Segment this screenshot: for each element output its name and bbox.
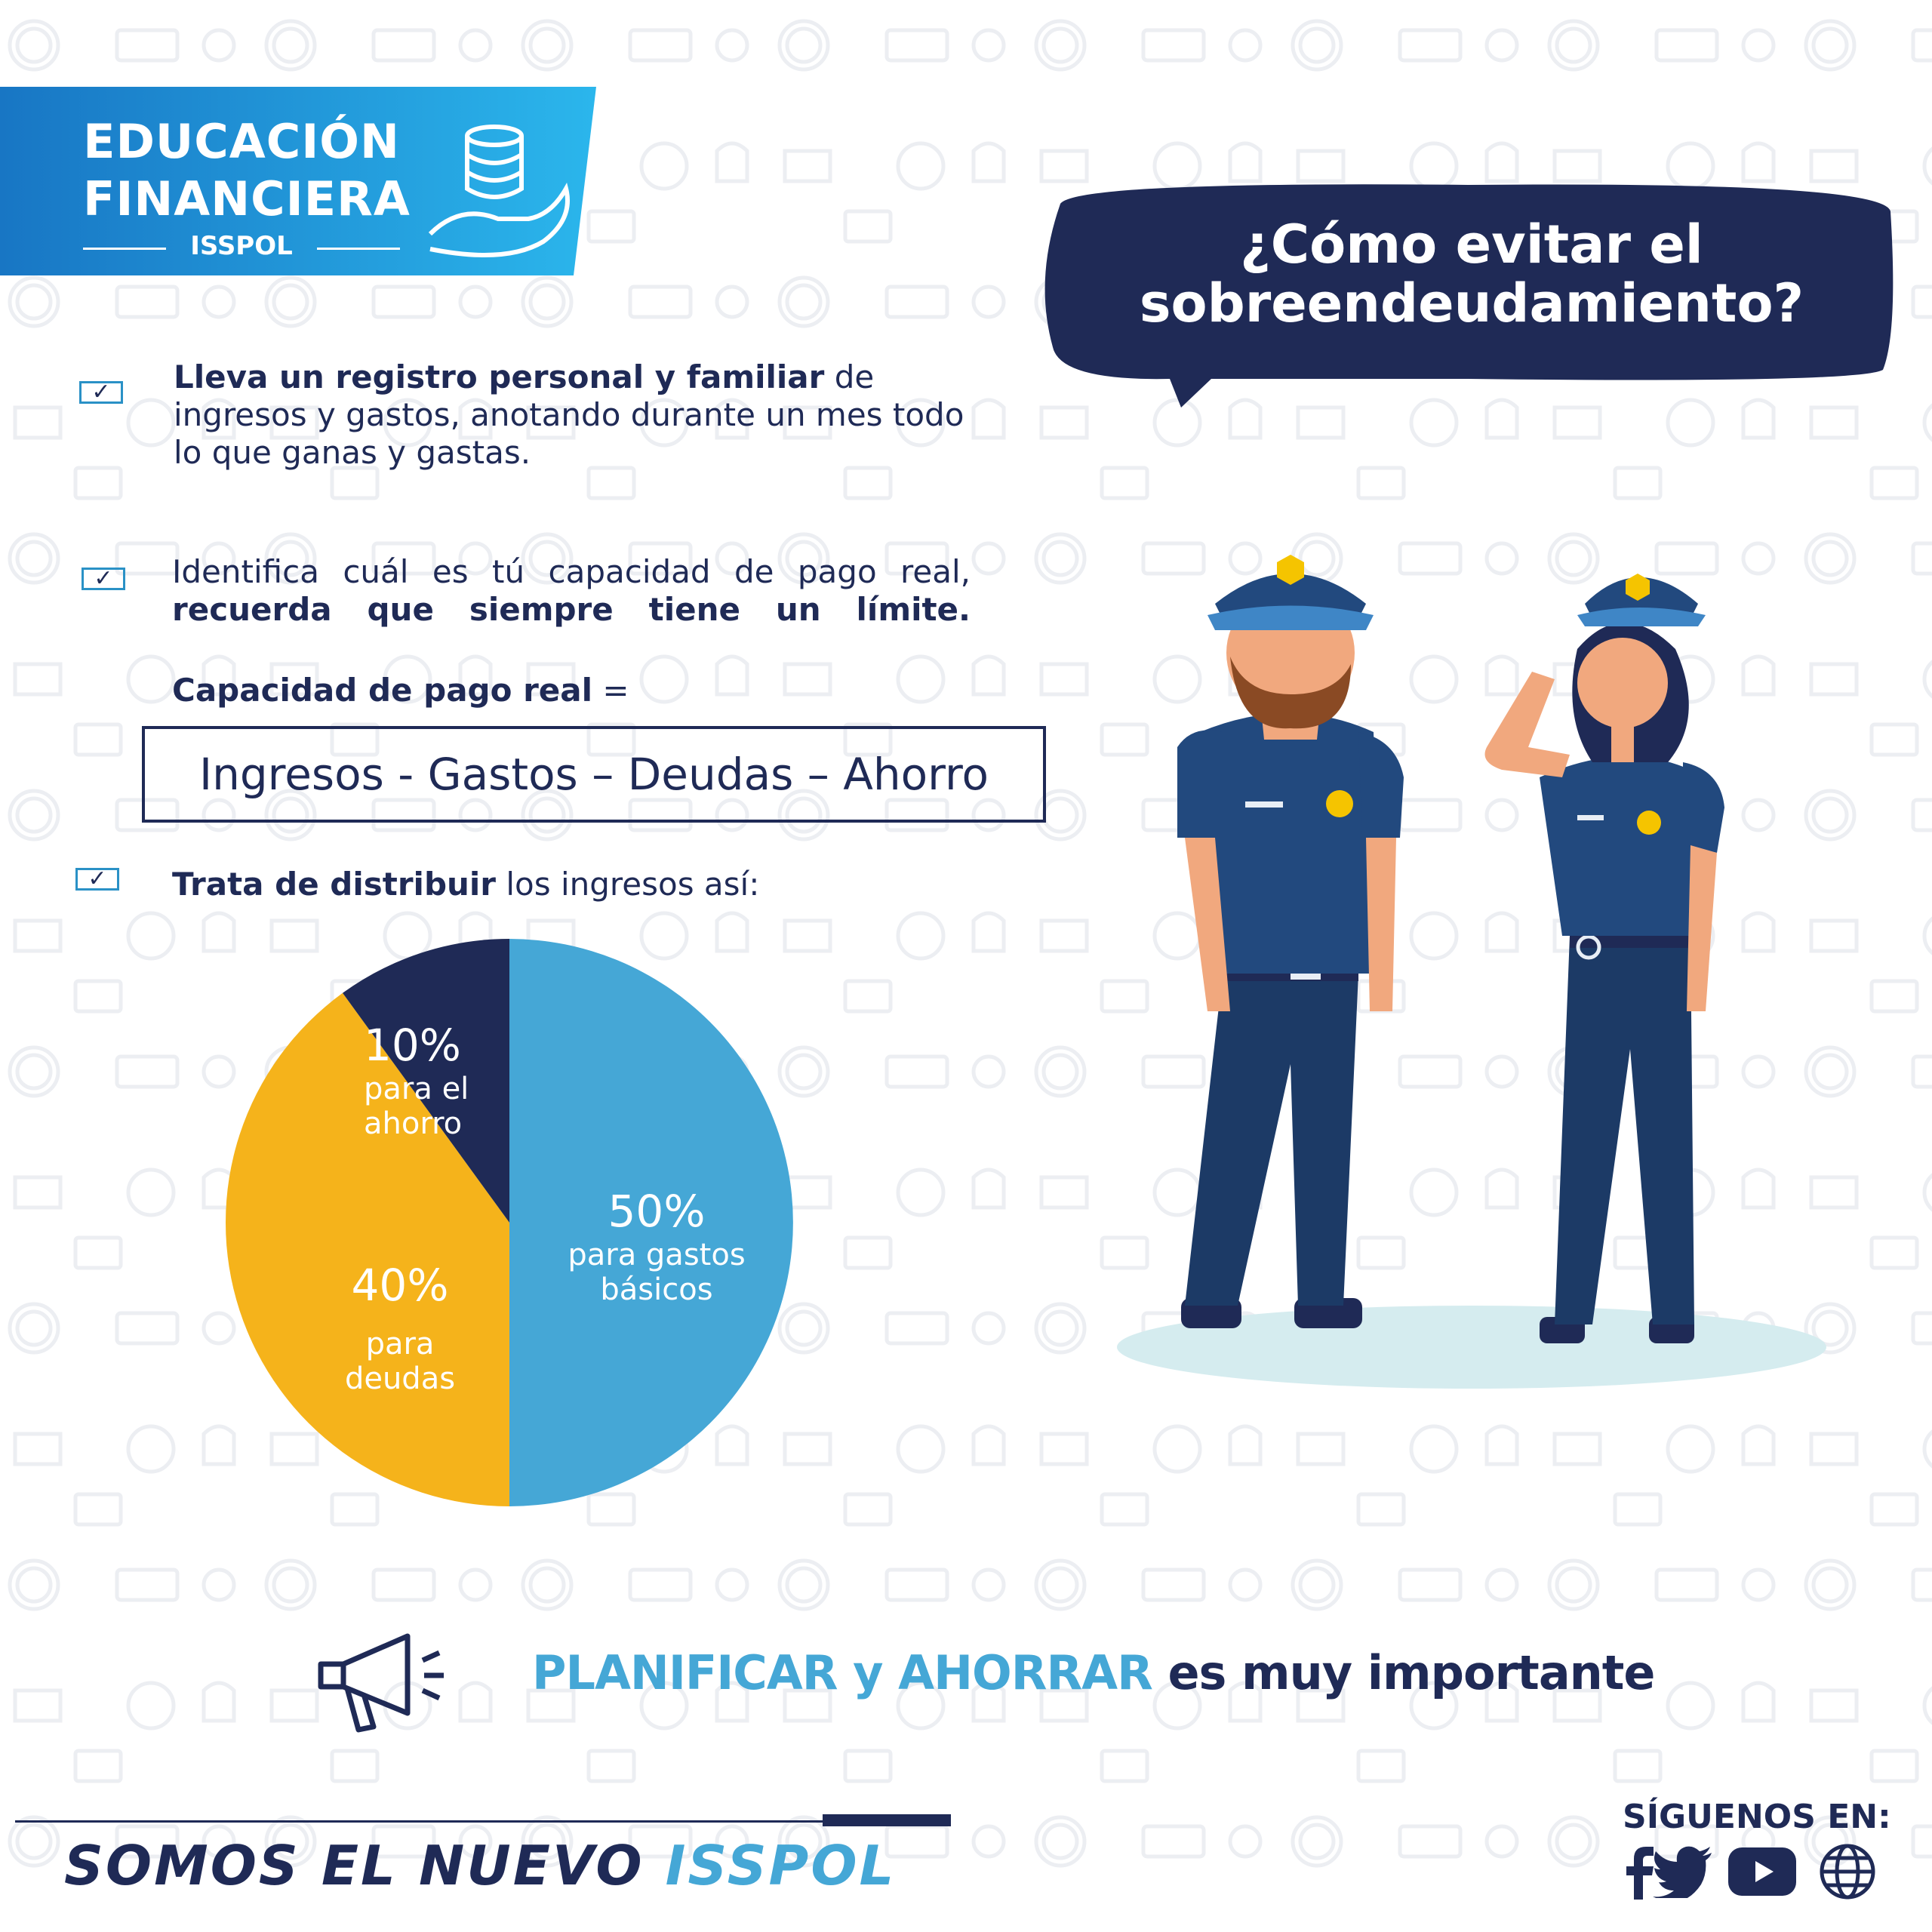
megaphone-icon <box>318 1633 444 1733</box>
education-banner <box>0 87 596 275</box>
page-title-line2: sobreendeudamiento? <box>1139 272 1804 334</box>
pie-label-basic-expenses: 50% para gastos básicos <box>543 1185 770 1307</box>
pie-desc-savings-2: ahorro <box>364 1106 463 1141</box>
pie-pct-basic: 50% <box>608 1186 706 1237</box>
page-title-line1: ¿Cómo evitar el <box>1240 214 1703 275</box>
pie-label-savings: 10% para el ahorro <box>364 1019 530 1141</box>
facebook-icon[interactable] <box>1611 1844 1672 1900</box>
youtube-icon[interactable] <box>1728 1847 1796 1896</box>
tip-3-bold: Trata de distribuir <box>172 866 497 903</box>
checkbox-icon: ✓ <box>82 568 125 590</box>
income-distribution-pie-chart <box>226 939 793 1506</box>
formula-box: Ingresos - Gastos – Deudas – Ahorro <box>142 726 1046 823</box>
formula-label-bold: Capacidad de pago real <box>172 672 593 709</box>
tip-3-text: los ingresos así: <box>496 866 760 903</box>
banner-subtitle: ISSPOL <box>83 231 400 261</box>
police-officers-illustration <box>1117 555 1826 1389</box>
heading-speech-bubble <box>1044 184 1894 408</box>
footer-slogan-light: ISSPOL <box>665 1834 897 1897</box>
male-officer <box>1177 555 1404 1328</box>
web-globe-icon[interactable] <box>1819 1843 1876 1900</box>
tip-2-line1: Identifica cuál es tú capacidad de pago … <box>172 553 971 590</box>
banner-title-line1: EDUCACIÓN <box>83 114 400 169</box>
tagline-highlight: PLANIFICAR y AHORRAR <box>532 1645 1153 1700</box>
pie-slice-basic-expenses <box>509 939 793 1506</box>
pie-slice-savings <box>342 939 509 1223</box>
footer-slogan: SOMOS EL NUEVO ISSPOL <box>64 1834 896 1897</box>
checkbox-icon: ✓ <box>79 381 123 404</box>
pie-pct-savings: 10% <box>364 1020 461 1071</box>
formula-label: Capacidad de pago real = <box>172 672 629 709</box>
pie-desc-basic-1: para gastos <box>568 1238 746 1272</box>
follow-us-label: SÍGUENOS EN: <box>1623 1798 1891 1836</box>
banner-title-line2: FINANCIERA <box>83 171 411 226</box>
footer-divider <box>15 1820 823 1823</box>
pie-desc-debts-2: deudas <box>344 1361 456 1396</box>
female-officer <box>1484 574 1724 1343</box>
checkbox-icon: ✓ <box>75 868 119 891</box>
tip-1-text: de ingresos y gastos, anotando durante u… <box>174 358 964 471</box>
footer-divider-accent <box>823 1814 951 1826</box>
footer-slogan-dark: SOMOS EL NUEVO <box>64 1834 666 1897</box>
tip-3: Trata de distribuir los ingresos así: <box>172 866 759 903</box>
page-title: ¿Cómo evitar el sobreendeudamiento? <box>1057 215 1887 333</box>
tagline-rest: es muy importante <box>1152 1645 1655 1700</box>
pie-label-debts: 40% para deudas <box>317 1259 483 1396</box>
tip-2-line2: recuerda que siempre tiene un límite. <box>172 591 971 628</box>
pie-slice-debts <box>226 992 509 1506</box>
formula-label-equals: = <box>592 672 629 709</box>
tagline: PLANIFICAR y AHORRAR es muy importante <box>532 1645 1655 1700</box>
banner-title: EDUCACIÓN FINANCIERA ISSPOL <box>83 113 411 261</box>
pie-pct-debts: 40% <box>351 1260 449 1311</box>
pie-desc-debts-1: para <box>365 1327 435 1361</box>
tip-1-bold: Lleva un registro personal y familiar <box>174 358 825 395</box>
pie-desc-basic-2: básicos <box>600 1272 713 1307</box>
pie-desc-savings-1: para el <box>364 1072 469 1106</box>
tip-2: Identifica cuál es tú capacidad de pago … <box>172 553 971 629</box>
tip-1: Lleva un registro personal y familiar de… <box>174 358 989 472</box>
twitter-icon[interactable] <box>1653 1845 1713 1898</box>
